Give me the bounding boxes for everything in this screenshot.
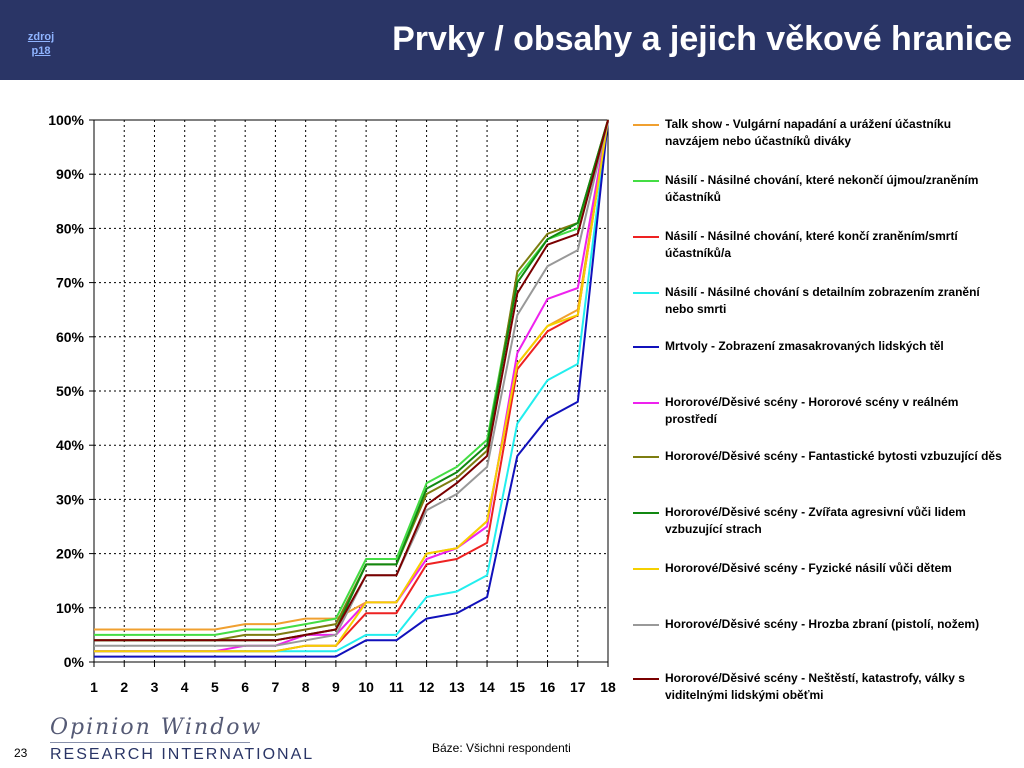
y-tick-label: 100% (48, 112, 84, 128)
x-tick-label: 4 (181, 679, 189, 695)
plot-frame (93, 119, 609, 663)
x-tick-label: 8 (302, 679, 310, 695)
legend-label: Mrtvoly - Zobrazení zmasakrovaných lidsk… (665, 339, 944, 353)
header-bar: zdroj p18 Prvky / obsahy a jejich věkové… (0, 0, 1024, 80)
source-link-line1[interactable]: zdroj (27, 31, 55, 43)
logo-script-text: Opinion Window (50, 715, 263, 740)
x-tick-label: 2 (120, 679, 128, 695)
legend-swatch (633, 180, 659, 182)
y-tick-label: 60% (56, 329, 85, 345)
x-tick-label: 16 (540, 679, 556, 695)
legend-swatch (633, 124, 659, 126)
logo-underline (50, 742, 250, 743)
legend-label: Násilí - Násilné chování, které nekončí … (665, 173, 979, 204)
page-title: Prvky / obsahy a jejich věkové hranice (392, 20, 1012, 58)
x-tick-label: 14 (479, 679, 495, 695)
series-line-10 (94, 119, 609, 647)
chart-axes (89, 119, 609, 667)
y-tick-label: 90% (56, 166, 85, 182)
x-tick-label: 11 (389, 679, 404, 695)
legend-label: Hororové/Děsivé scény - Hrozba zbraní (p… (665, 617, 980, 631)
legend-label: Násilí - Násilné chování s detailním zob… (665, 285, 980, 316)
x-tick-label: 17 (570, 679, 586, 695)
x-tick-label: 9 (332, 679, 340, 695)
legend-swatch (633, 624, 659, 626)
series-line-8 (94, 119, 609, 642)
y-tick-label: 30% (56, 491, 85, 507)
y-tick-label: 10% (56, 600, 85, 616)
y-tick-label: 0% (64, 654, 85, 670)
legend-swatch (633, 292, 659, 294)
legend-swatch (633, 512, 659, 514)
series-line-4 (94, 119, 609, 653)
source-link-line2[interactable]: p18 (31, 45, 51, 57)
chart-tick-labels: 0%10%20%30%40%50%60%70%80%90%100%1 2 3 4 5 6 7… (48, 112, 616, 695)
legend-label: Hororové/Děsivé scény - Neštěstí, katast… (665, 671, 965, 702)
legend-swatch (633, 402, 659, 404)
y-tick-label: 40% (56, 437, 85, 453)
source-link[interactable]: zdroj p18 (20, 30, 62, 58)
legend-swatch (633, 236, 659, 238)
chart-grid (94, 119, 609, 662)
logo-subtitle: RESEARCH INTERNATIONAL (50, 746, 315, 763)
legend-label: Hororové/Děsivé scény - Zvířata agresivn… (665, 505, 966, 536)
x-tick-label: 15 (510, 679, 526, 695)
legend-swatch (633, 456, 659, 458)
series-line-2 (94, 119, 609, 636)
series-line-7 (94, 119, 609, 642)
legend-label: Talk show - Vulgární napadání a urážení … (665, 117, 952, 148)
y-tick-label: 50% (56, 383, 85, 399)
legend-label: Hororové/Děsivé scény - Hororové scény v… (665, 395, 959, 426)
page-number: 23 (14, 746, 28, 760)
company-logo: Opinion Window RESEARCH INTERNATIONAL (50, 715, 312, 765)
base-note: Báze: Všichni respondenti (432, 741, 571, 755)
legend-label: Hororové/Děsivé scény - Fyzické násilí v… (665, 561, 952, 575)
x-tick-label: 3 (151, 679, 159, 695)
series-line-11 (94, 119, 609, 642)
x-tick-label: 18 (600, 679, 616, 695)
x-tick-label: 6 (241, 679, 249, 695)
legend-swatch (633, 568, 659, 570)
x-tick-label: 10 (358, 679, 374, 695)
y-tick-label: 80% (56, 220, 85, 236)
series-line-6 (94, 119, 609, 653)
chart-legend: Talk show - Vulgární napadání a urážení … (633, 80, 1013, 710)
series-line-5 (94, 119, 609, 658)
x-tick-label: 13 (449, 679, 465, 695)
y-tick-label: 70% (56, 275, 85, 291)
series-line-3 (94, 119, 609, 653)
x-tick-label: 5 (211, 679, 219, 695)
legend-label: Násilí - Násilné chování, které končí zr… (665, 229, 958, 260)
line-chart: 0%10%20%30%40%50%60%70%80%90%100%1 2 3 4 5 6 7… (48, 112, 616, 695)
legend-swatch (633, 346, 659, 348)
x-tick-label: 1 (90, 679, 98, 695)
series-line-9 (94, 119, 609, 653)
series-line-1 (94, 119, 609, 631)
legend-swatch (633, 678, 659, 680)
x-tick-label: 12 (419, 679, 435, 695)
chart-series (94, 119, 609, 658)
x-tick-label: 7 (272, 679, 280, 695)
y-tick-label: 20% (56, 546, 85, 562)
legend-label: Hororové/Děsivé scény - Fantastické byto… (665, 449, 1002, 463)
